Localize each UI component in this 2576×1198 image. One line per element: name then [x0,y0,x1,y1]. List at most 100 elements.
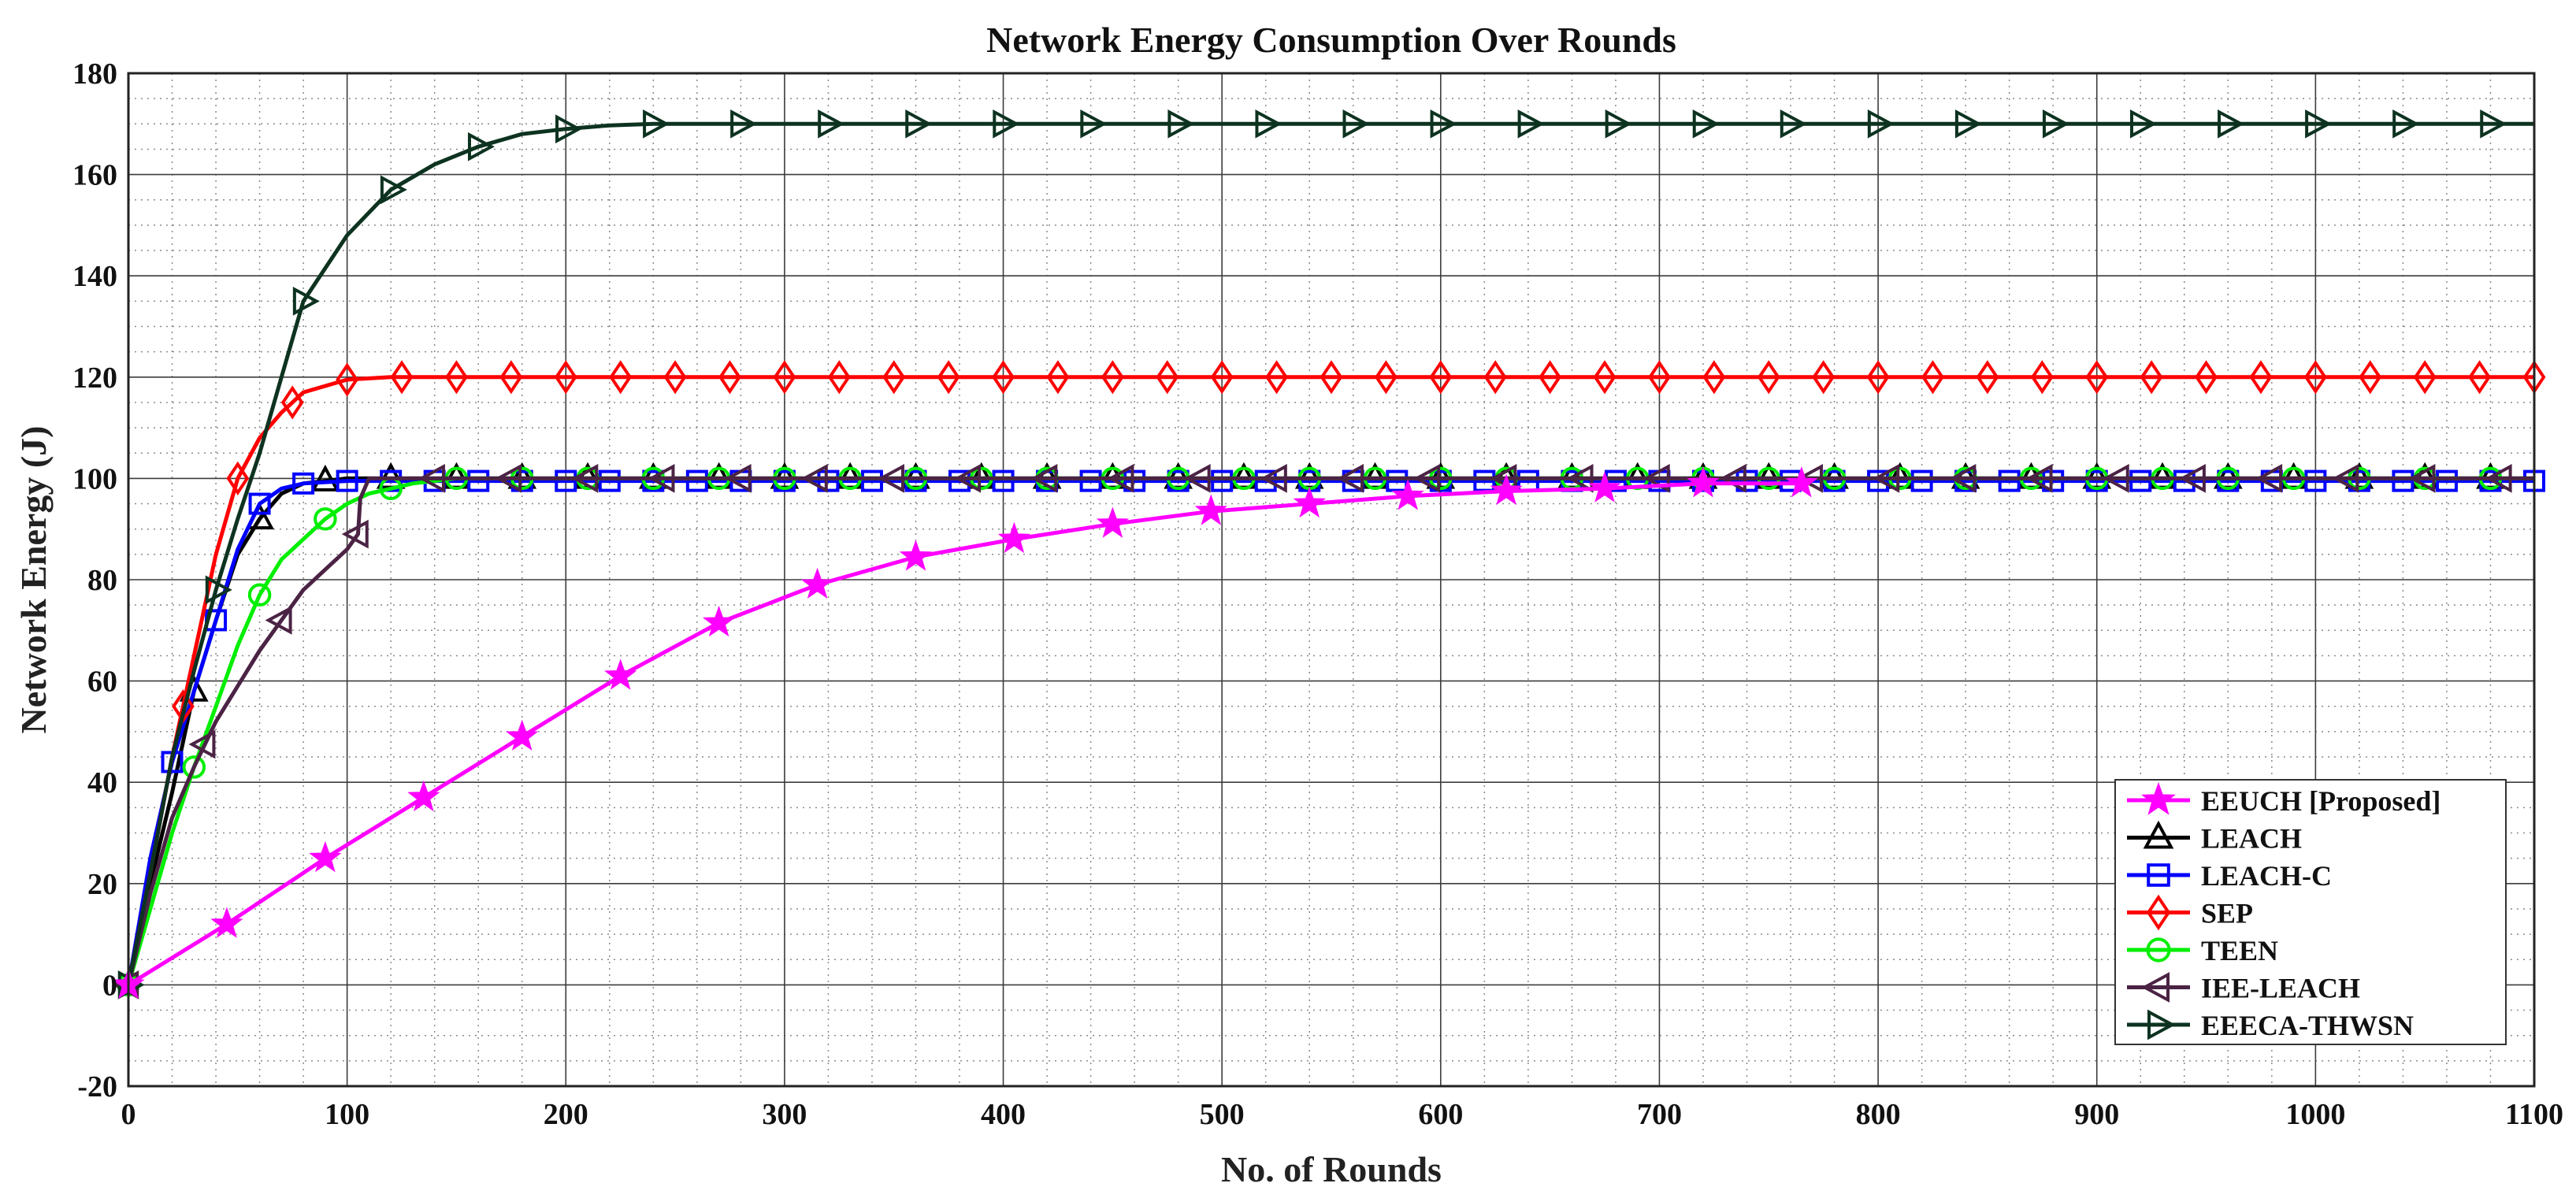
legend-marker [2146,937,2171,962]
data-point-iee-leach [571,464,599,493]
data-point-eeeca-thwsn [205,575,232,605]
data-point-sep [2085,360,2109,395]
data-point-eeeca-thwsn [1867,109,1895,139]
legend-item-iee-leach: IEE-LEACH [2127,972,2360,1004]
data-point-eeeca-thwsn [292,286,320,316]
data-point-eeeca-thwsn [905,109,933,139]
legend-item-eeuch-proposed: EEUCH [Proposed] [2127,781,2441,817]
data-point-iee-leach [954,464,982,493]
data-point-eeeca-thwsn [1430,109,1457,139]
data-point-eeeca-thwsn [1167,109,1195,139]
data-point-iee-leach [2332,464,2359,493]
data-point-eeeca-thwsn [1692,109,1720,139]
data-point-leach-c [1254,469,1277,492]
legend-marker [2141,781,2176,815]
data-point-sep [390,360,414,395]
legend-marker [2143,820,2174,849]
data-point-leach-c [1998,469,2021,492]
series-sep [126,360,2546,985]
legend-label: EEUCH [Proposed] [2201,785,2441,817]
data-point-leach-c [248,492,271,515]
data-point-sep [1866,360,1890,395]
data-point-sep [2413,360,2437,395]
data-point-eeuch-proposed [1588,471,1621,503]
data-point-leach-c [948,469,971,492]
data-point-sep [1375,360,1397,395]
data-point-iee-leach [265,606,292,635]
data-point-sep [718,360,741,395]
data-point-eeuch-proposed [603,658,637,690]
x-tick-label: 1100 [2505,1098,2563,1131]
data-point-sep [1539,360,1562,395]
data-point-sep [773,360,796,395]
data-point-eeeca-thwsn [2130,109,2157,139]
data-point-eeeca-thwsn [1080,109,1108,139]
data-point-eeeca-thwsn [2218,109,2245,139]
data-point-sep [2140,360,2163,395]
data-point-eeeca-thwsn [555,114,582,144]
data-point-eeuch-proposed [210,907,243,938]
data-point-teen [247,583,272,607]
data-point-teen [182,755,206,779]
data-point-sep [1812,360,1835,395]
data-point-sep [937,360,960,395]
data-point-eeeca-thwsn [1605,109,1632,139]
data-point-iee-leach [341,519,369,549]
data-point-leach-c [292,472,315,495]
data-point-iee-leach [1030,464,1058,493]
data-point-sep [499,360,523,395]
data-point-sep [1921,360,1944,395]
data-point-sep [2303,360,2327,395]
series-iee-leach [112,464,2534,1000]
legend-marker [2147,1009,2176,1040]
series-line-sep [126,375,2534,985]
data-point-sep [1757,360,1780,395]
data-point-sep [2249,360,2273,395]
data-point-leach-c [685,469,708,492]
data-point-iee-leach [1107,464,1134,493]
data-point-sep [2468,360,2491,395]
legend-label: LEACH-C [2201,860,2332,892]
data-point-iee-leach [2255,464,2283,493]
data-point-leach-c [2392,469,2415,492]
data-point-eeuch-proposed [407,780,440,812]
y-tick-label: 140 [72,260,117,293]
data-point-sep [1593,360,1616,395]
data-point-leach [310,464,340,491]
x-tick-label: 200 [544,1098,588,1131]
data-point-eeeca-thwsn [2392,109,2420,139]
legend-item-eeeca-thwsn: EEECA-THWSN [2127,1009,2414,1041]
legend-label: IEE-LEACH [2201,973,2360,1004]
data-point-iee-leach [418,464,445,493]
x-tick-label: 500 [1200,1098,1245,1131]
data-point-leach-c [1910,469,1933,492]
data-point-eeeca-thwsn [818,109,845,139]
data-point-eeuch-proposed [506,719,539,751]
data-point-iee-leach [1873,464,1900,493]
data-point-iee-leach [1183,464,1211,493]
data-point-sep [226,461,250,496]
data-point-eeeca-thwsn [2042,109,2069,139]
x-tick-label: 600 [1418,1098,1463,1131]
data-point-sep [445,360,468,395]
series-eeeca-thwsn [117,109,2534,1000]
x-tick-label: 100 [325,1098,369,1131]
data-point-iee-leach [1413,464,1441,493]
data-point-leach-c [2129,469,2152,492]
data-point-iee-leach [800,464,828,493]
legend-item-leach: LEACH [2127,820,2302,855]
data-point-leach-c [2435,469,2458,492]
legend-item-leach-c: LEACH-C [2127,860,2332,892]
data-point-leach-c [860,469,883,492]
data-point-iee-leach [2485,464,2512,493]
data-point-eeeca-thwsn [2305,109,2333,139]
data-point-eeeca-thwsn [730,109,758,139]
data-point-iee-leach [1796,464,1824,493]
y-tick-label: 160 [72,159,117,192]
series-layer [112,109,2546,1000]
data-point-leach-c [992,469,1015,492]
data-point-leach-c [1079,469,1102,492]
data-point-sep [1429,360,1453,395]
data-point-eeeca-thwsn [380,175,407,205]
